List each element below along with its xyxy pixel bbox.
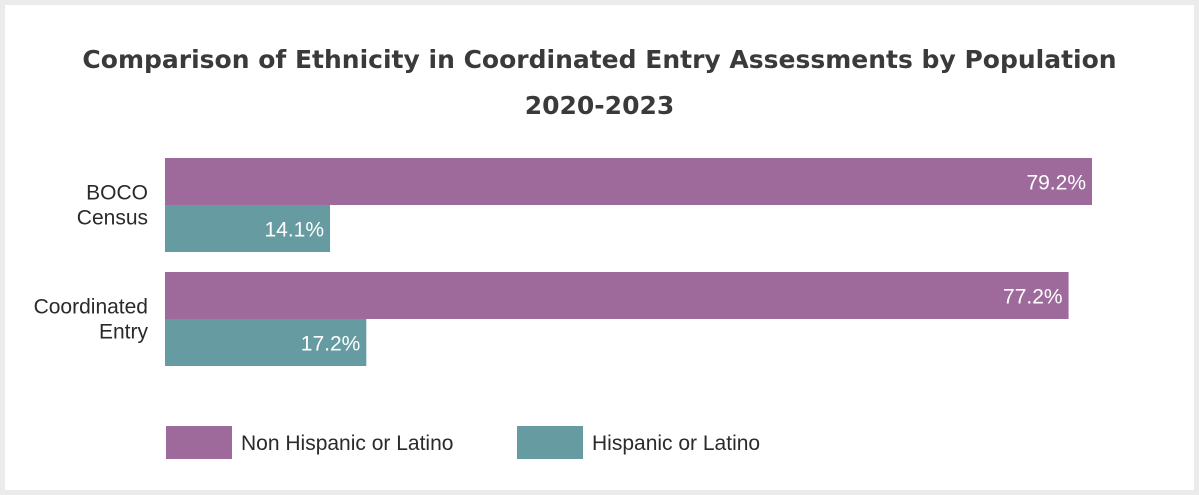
bar <box>165 205 331 252</box>
category-label: Entry <box>99 321 149 344</box>
data-label: 17.2% <box>301 333 361 356</box>
data-label: 14.1% <box>264 219 324 242</box>
category-label: BOCO <box>86 182 148 205</box>
bar <box>165 319 367 366</box>
legend-swatch <box>517 426 583 459</box>
chart-title-line: Comparison of Ethnicity in Coordinated E… <box>82 45 1117 74</box>
legend-swatch <box>166 426 232 459</box>
legend-label: Hispanic or Latino <box>592 432 760 455</box>
legend-label: Non Hispanic or Latino <box>241 432 453 455</box>
data-label: 79.2% <box>1026 172 1086 195</box>
bar <box>165 158 1092 205</box>
bar <box>165 272 1069 319</box>
chart-title: Comparison of Ethnicity in Coordinated E… <box>5 37 1194 129</box>
category-label: Census <box>77 207 148 230</box>
data-label: 77.2% <box>1003 286 1063 309</box>
category-label: Coordinated <box>34 296 148 319</box>
chart-subtitle: 2020-2023 <box>524 91 675 120</box>
